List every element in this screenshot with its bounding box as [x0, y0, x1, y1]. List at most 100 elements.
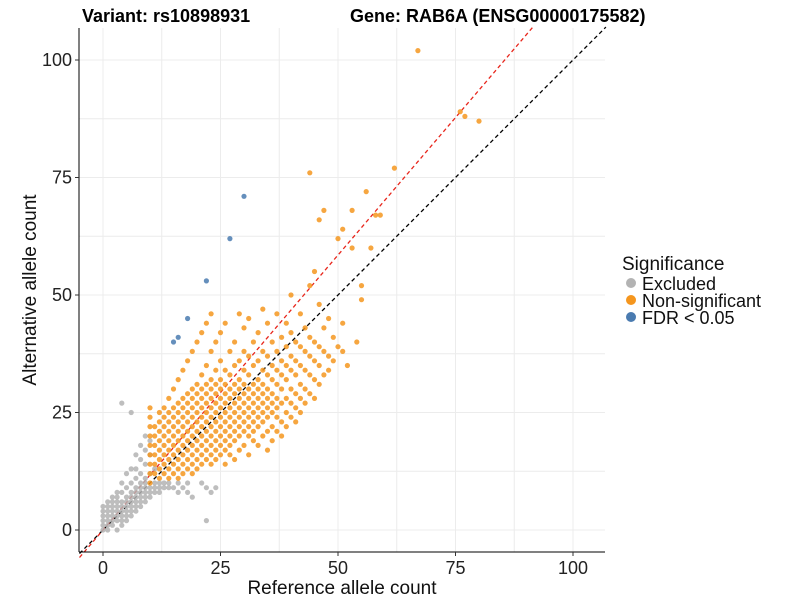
data-point	[316, 301, 322, 307]
data-point	[189, 395, 195, 401]
data-point	[269, 409, 275, 416]
data-point	[170, 386, 177, 392]
series-0	[100, 400, 219, 533]
data-point	[274, 395, 280, 401]
data-point	[302, 348, 308, 354]
legend-title: Significance	[622, 254, 724, 275]
data-point	[138, 456, 144, 463]
data-point	[199, 442, 205, 448]
data-point	[180, 433, 186, 439]
data-point	[208, 461, 214, 467]
data-point	[100, 503, 106, 510]
data-point	[189, 414, 195, 420]
data-point	[246, 424, 252, 430]
data-point	[194, 438, 200, 444]
data-point	[241, 367, 247, 373]
data-point	[232, 409, 238, 416]
data-point	[194, 419, 200, 425]
data-point	[161, 405, 167, 411]
data-point	[156, 456, 162, 463]
data-point	[175, 456, 181, 463]
data-point	[217, 414, 224, 420]
data-point	[264, 353, 271, 359]
data-point	[232, 456, 238, 463]
data-point	[142, 489, 148, 495]
data-point	[152, 424, 158, 430]
data-point	[283, 377, 289, 383]
legend-label-excluded: Excluded	[642, 274, 716, 294]
data-point	[166, 419, 172, 425]
y-tick-label: 100	[42, 50, 72, 70]
data-point	[175, 480, 181, 486]
data-point	[138, 503, 144, 510]
data-point	[185, 456, 191, 463]
data-point	[170, 339, 177, 345]
data-point	[264, 447, 271, 453]
data-point	[203, 456, 209, 463]
data-point	[114, 503, 120, 510]
data-point	[109, 518, 115, 524]
data-point	[199, 414, 205, 420]
data-point	[288, 367, 294, 373]
data-point	[316, 217, 322, 223]
data-point	[119, 503, 125, 510]
data-point	[269, 400, 275, 406]
data-point	[203, 391, 209, 397]
data-point	[377, 212, 383, 218]
data-point	[166, 485, 172, 491]
data-point	[185, 480, 191, 486]
data-point	[170, 442, 177, 448]
data-point	[133, 466, 139, 472]
data-point	[170, 405, 177, 411]
data-point	[217, 358, 224, 364]
data-point	[293, 339, 299, 345]
data-point	[185, 409, 191, 416]
data-point	[123, 503, 130, 510]
x-tick-label: 100	[558, 558, 588, 578]
data-point	[166, 438, 172, 444]
data-point	[269, 377, 275, 383]
data-point	[217, 405, 224, 411]
data-point	[246, 405, 252, 411]
data-point	[109, 522, 115, 528]
data-point	[264, 428, 271, 434]
data-point	[311, 358, 318, 364]
data-point	[166, 466, 172, 472]
data-point	[161, 452, 167, 458]
data-point	[246, 386, 252, 392]
data-point	[170, 452, 177, 458]
data-point	[147, 433, 153, 439]
data-point	[105, 508, 111, 514]
data-point	[476, 118, 482, 124]
data-point	[138, 494, 144, 500]
data-point	[156, 466, 162, 472]
data-point	[274, 405, 280, 411]
data-point	[114, 518, 120, 524]
data-point	[203, 381, 209, 387]
data-point	[175, 489, 181, 495]
data-point	[199, 461, 205, 467]
data-point	[119, 518, 125, 524]
data-point	[227, 395, 233, 401]
data-point	[279, 433, 285, 439]
data-point	[335, 236, 341, 242]
data-point	[288, 353, 294, 359]
data-point	[283, 424, 289, 430]
data-point	[302, 325, 308, 331]
data-point	[232, 428, 238, 434]
data-point	[302, 367, 308, 373]
data-point	[142, 494, 148, 500]
data-point	[326, 353, 332, 359]
data-point	[293, 391, 299, 397]
data-point	[260, 409, 266, 416]
data-point	[349, 207, 355, 213]
data-point	[316, 362, 322, 369]
data-point	[170, 461, 177, 467]
data-point	[288, 330, 294, 336]
data-point	[307, 372, 313, 378]
data-point	[138, 485, 144, 491]
data-point	[161, 414, 167, 420]
data-point	[311, 268, 318, 275]
data-point	[283, 362, 289, 369]
y-tick-labels: 0 25 50 75 100	[42, 50, 79, 540]
